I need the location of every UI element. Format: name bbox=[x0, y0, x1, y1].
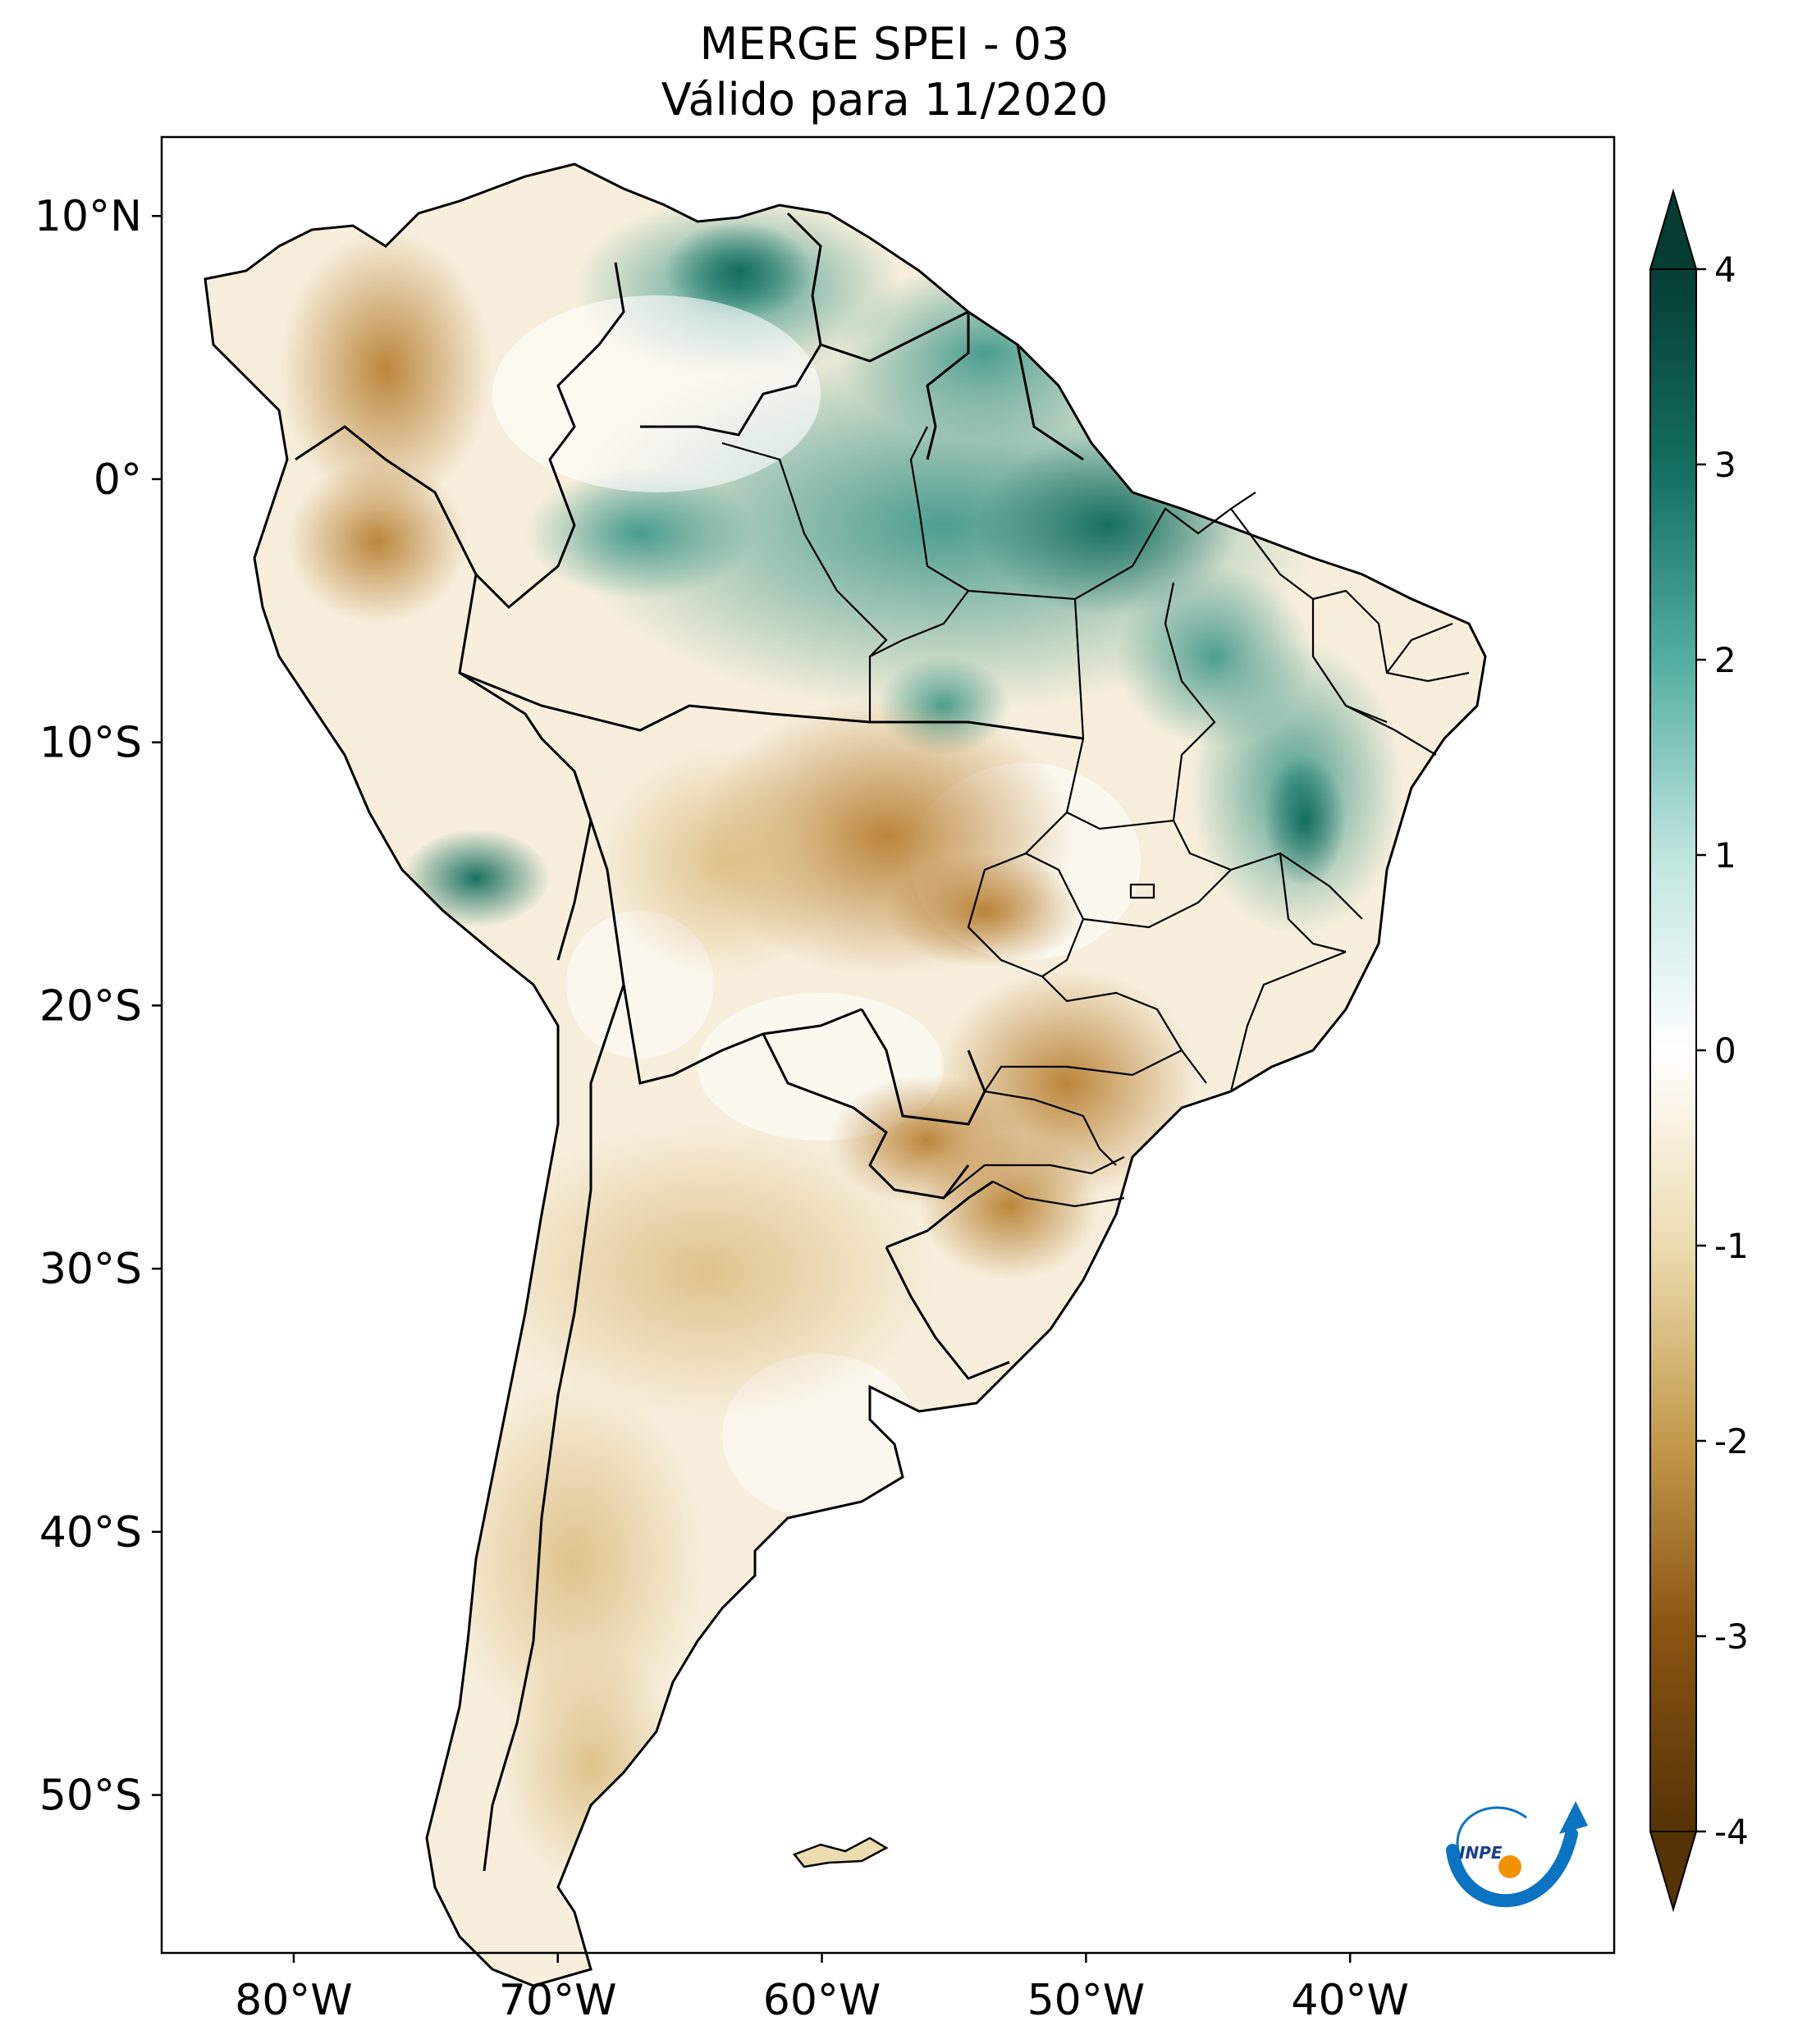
colorbar-tick-label: 1 bbox=[1714, 835, 1736, 876]
colorbar-tick-label: -4 bbox=[1714, 1812, 1749, 1852]
lat-tick-label: 20°S bbox=[39, 981, 142, 1031]
colorbar-tick-label: 0 bbox=[1714, 1031, 1736, 1071]
colorbar-top-extension bbox=[1649, 188, 1698, 270]
colorbar-body bbox=[1649, 268, 1697, 1832]
logo-orange-dot bbox=[1498, 1855, 1521, 1878]
logo-text: INPE bbox=[1459, 1843, 1503, 1863]
longitude-axis: 80°W 70°W 60°W 50°W 40°W bbox=[235, 1953, 1409, 2025]
lon-tick-label: 50°W bbox=[1027, 1976, 1146, 2025]
falkland-islands bbox=[792, 1836, 889, 1868]
lon-tick-label: 40°W bbox=[1291, 1976, 1409, 2025]
colorbar-tick-label: -3 bbox=[1714, 1616, 1749, 1657]
colorbar-bottom-extension bbox=[1649, 1831, 1698, 1913]
map-subtitle: Válido para 11/2020 bbox=[661, 74, 1108, 126]
map-frame bbox=[160, 135, 1616, 1955]
latitude-axis: 10°N 0° 10°S 20°S 30°S 40°S 50°S bbox=[34, 192, 162, 1821]
colorbar-tick-label: -2 bbox=[1714, 1421, 1749, 1461]
colorbar-tick-label: 4 bbox=[1714, 249, 1736, 290]
lat-tick-label: 40°S bbox=[39, 1508, 142, 1557]
lat-tick-label: 10°S bbox=[39, 719, 142, 768]
state-borders bbox=[721, 426, 1470, 1208]
colorbar-ticks: 4 3 2 1 0 -1 -2 -3 -4 bbox=[1696, 249, 1749, 1852]
lat-tick-label: 50°S bbox=[39, 1772, 142, 1821]
map-title: MERGE SPEI - 03 bbox=[700, 18, 1070, 70]
lat-tick-label: 0° bbox=[94, 455, 142, 505]
country-borders bbox=[295, 212, 1084, 1872]
colorbar-tick-label: -1 bbox=[1714, 1226, 1749, 1266]
lat-tick-label: 30°S bbox=[39, 1245, 142, 1294]
lon-tick-label: 60°W bbox=[763, 1976, 881, 2025]
colorbar-tick-label: 3 bbox=[1714, 445, 1736, 485]
inpe-logo: INPE bbox=[1446, 1801, 1588, 1908]
colorbar-tick-label: 2 bbox=[1714, 640, 1736, 680]
lon-tick-label: 80°W bbox=[235, 1976, 353, 2025]
logo-arrow-head bbox=[1559, 1801, 1588, 1834]
lat-tick-label: 10°N bbox=[34, 192, 142, 241]
colorbar: 4 3 2 1 0 -1 -2 -3 -4 bbox=[1649, 188, 1749, 1913]
logo-thick-arc bbox=[1446, 1827, 1578, 1908]
lon-tick-label: 70°W bbox=[499, 1976, 617, 2025]
logo-thin-arc bbox=[1456, 1806, 1527, 1859]
